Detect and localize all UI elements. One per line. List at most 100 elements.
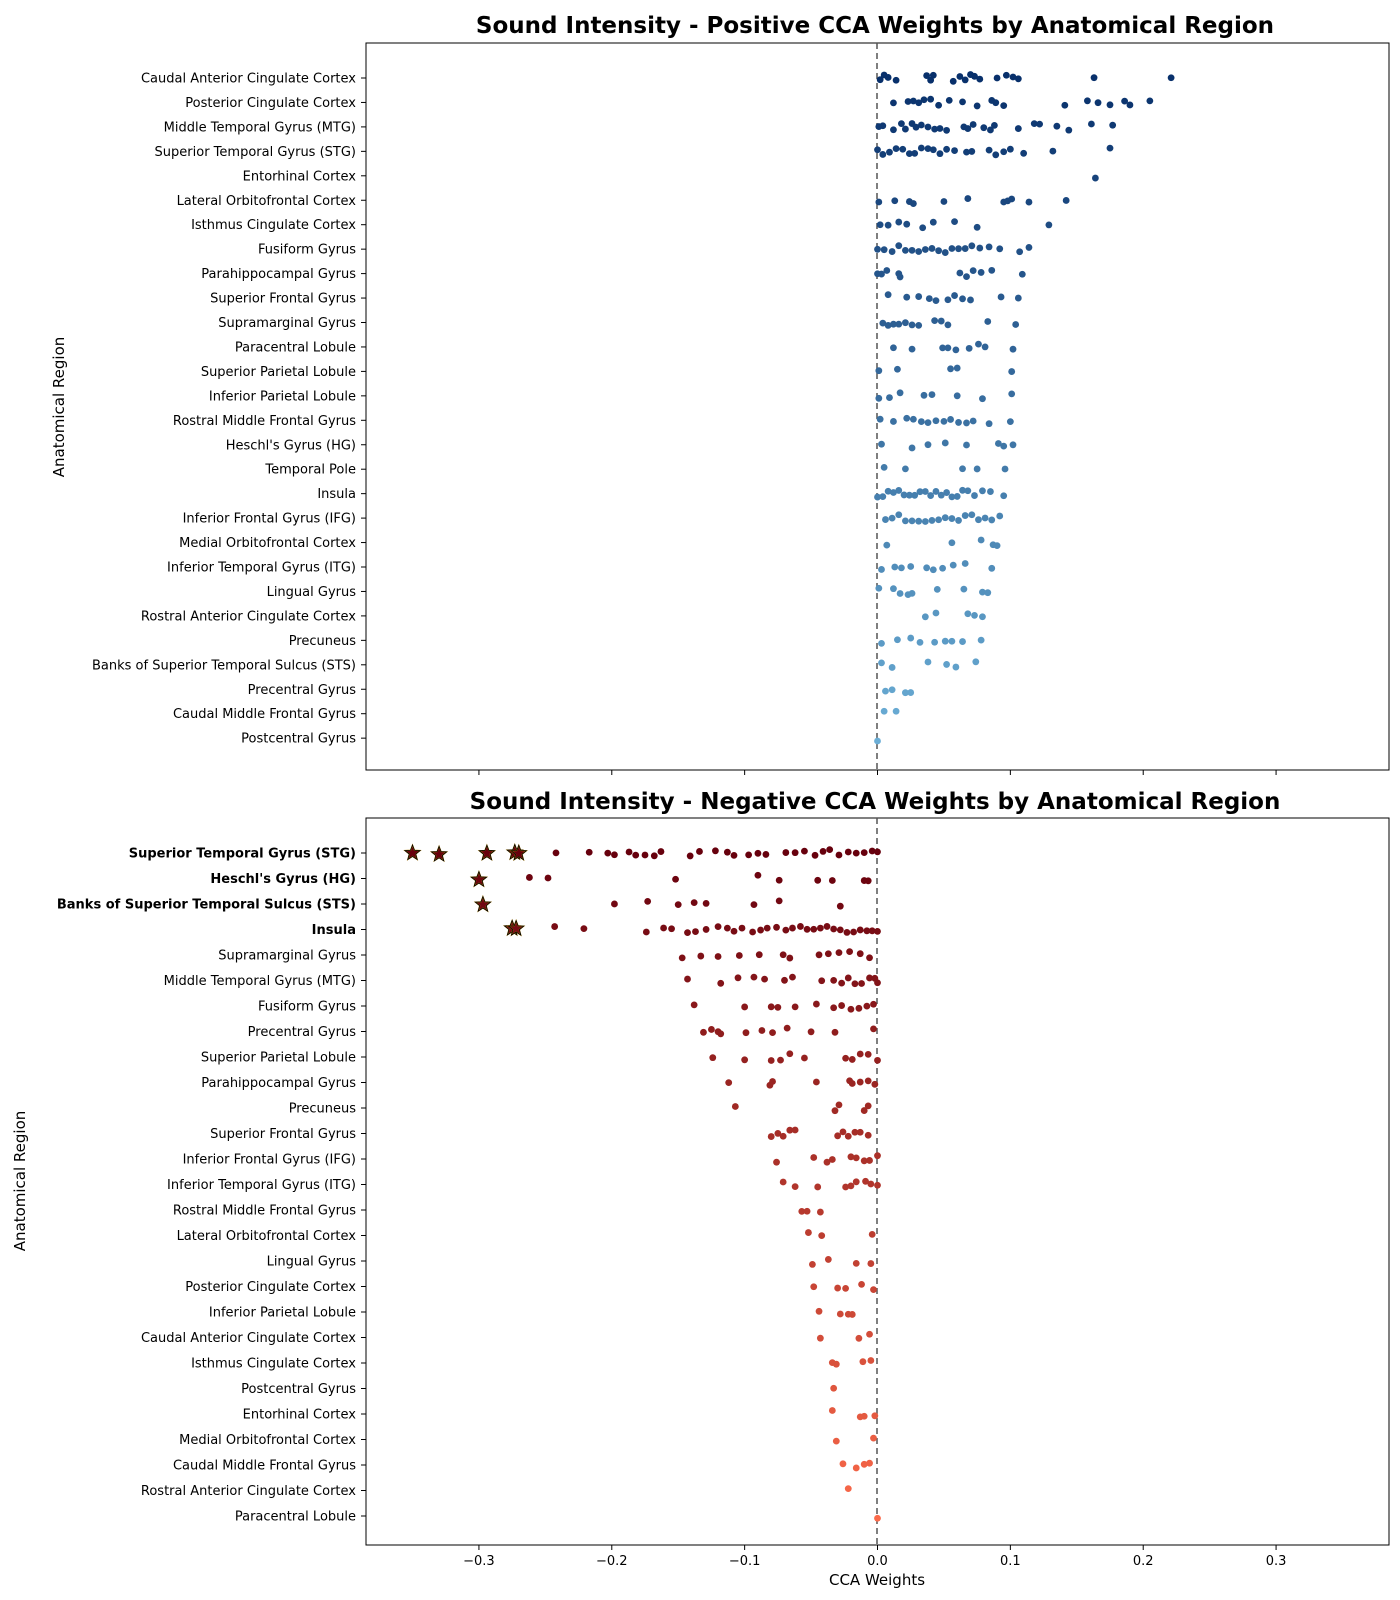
negative-point-middle-temporal-gyrus-mtg — [874, 979, 881, 987]
positive-point-superior-temporal-gyrus-stg — [917, 144, 925, 152]
positive-point-banks-of-superior-temporal-sulcus-sts — [924, 658, 932, 666]
positive-point-caudal-middle-frontal-gyrus — [892, 707, 900, 715]
negative-point-precentral-gyrus — [831, 1028, 839, 1036]
negative-region-label-fusiform-gyrus: Fusiform Gyrus — [258, 1000, 356, 1015]
negative-point-lingual-gyrus — [824, 1256, 832, 1263]
positive-region-label-precuneus: Precuneus — [289, 634, 357, 649]
negative-region-label-banks-of-superior-temporal-sulcus-sts: Banks of Superior Temporal Sulcus (STS) — [57, 898, 356, 913]
negative-point-superior-temporal-gyrus-stg — [868, 847, 876, 855]
positive-point-fusiform-gyrus — [1016, 248, 1024, 256]
positive-point-rostral-middle-frontal-gyrus — [955, 419, 962, 426]
positive-region-label-superior-parietal-lobule: Superior Parietal Lobule — [201, 365, 356, 380]
negative-point-inferior-parietal-lobule — [836, 1310, 844, 1318]
negative-region-label-superior-temporal-gyrus-stg: Superior Temporal Gyrus (STG) — [129, 847, 356, 862]
positive-point-caudal-anterior-cingulate-cortex — [993, 74, 1001, 82]
negative-point-insula — [660, 924, 667, 932]
negative-point-superior-frontal-gyrus — [856, 1128, 864, 1136]
positive-point-lateral-orbitofrontal-cortex — [891, 197, 899, 205]
negative-point-insula — [723, 924, 731, 932]
positive-point-insula — [987, 488, 994, 495]
positive-weights-panel: Sound Intensity - Positive CCA Weights b… — [50, 13, 1390, 775]
positive-point-inferior-temporal-gyrus-itg — [923, 564, 931, 572]
positive-point-inferior-frontal-gyrus-ifg — [928, 517, 936, 524]
positive-point-insula — [884, 487, 892, 495]
negative-point-heschl-s-gyrus-hg — [754, 871, 762, 879]
negative-point-fusiform-gyrus — [741, 1003, 749, 1011]
positive-point-lingual-gyrus — [984, 589, 992, 597]
positive-region-label-banks-of-superior-temporal-sulcus-sts: Banks of Superior Temporal Sulcus (STS) — [92, 658, 356, 673]
positive-point-posterior-cingulate-cortex — [1084, 97, 1091, 105]
positive-region-label-postcentral-gyrus: Postcentral Gyrus — [241, 732, 356, 747]
positive-point-inferior-parietal-lobule — [953, 392, 961, 400]
positive-point-posterior-cingulate-cortex — [1106, 101, 1114, 109]
negative-region-label-postcentral-gyrus: Postcentral Gyrus — [241, 1382, 356, 1397]
negative-point-superior-temporal-gyrus-stg — [826, 846, 834, 854]
negative-chart-title: Sound Intensity - Negative CCA Weights b… — [470, 789, 1281, 815]
negative-x-tick-label: −0.2 — [596, 1554, 628, 1569]
positive-point-fusiform-gyrus — [961, 245, 969, 252]
negative-point-entorhinal-cortex — [871, 1412, 879, 1420]
negative-point-inferior-temporal-gyrus-itg — [852, 1178, 860, 1186]
positive-point-superior-temporal-gyrus-stg — [899, 145, 907, 153]
negative-point-precentral-gyrus — [717, 1030, 725, 1038]
positive-point-caudal-anterior-cingulate-cortex — [1002, 71, 1010, 79]
positive-region-label-isthmus-cingulate-cortex: Isthmus Cingulate Cortex — [191, 218, 356, 233]
positive-point-superior-frontal-gyrus — [932, 297, 940, 305]
negative-point-supramarginal-gyrus — [755, 951, 763, 959]
positive-point-superior-frontal-gyrus — [997, 293, 1005, 301]
negative-point-banks-of-superior-temporal-sulcus-sts — [750, 901, 758, 909]
positive-point-heschl-s-gyrus-hg — [908, 444, 916, 452]
positive-point-middle-temporal-gyrus-mtg — [936, 125, 944, 132]
positive-point-inferior-parietal-lobule — [896, 389, 904, 397]
positive-point-superior-frontal-gyrus — [951, 292, 958, 299]
negative-point-banks-of-superior-temporal-sulcus-sts — [836, 902, 844, 910]
positive-point-superior-temporal-gyrus-stg — [992, 151, 1000, 159]
negative-point-precuneus — [731, 1103, 739, 1110]
positive-region-label-medial-orbitofrontal-cortex: Medial Orbitofrontal Cortex — [179, 536, 356, 551]
positive-point-fusiform-gyrus — [902, 246, 909, 254]
positive-point-superior-temporal-gyrus-stg — [936, 150, 944, 158]
positive-point-posterior-cingulate-cortex — [959, 98, 966, 106]
negative-point-banks-of-superior-temporal-sulcus-sts — [644, 898, 652, 905]
positive-point-inferior-frontal-gyrus-ifg — [955, 517, 962, 524]
negative-point-superior-temporal-gyrus-stg — [650, 852, 658, 860]
negative-region-label-heschl-s-gyrus-hg: Heschl's Gyrus (HG) — [210, 872, 356, 887]
positive-point-superior-temporal-gyrus-stg — [929, 146, 937, 154]
negative-point-postcentral-gyrus — [830, 1384, 838, 1392]
negative-point-superior-temporal-gyrus-stg — [844, 848, 852, 856]
positive-region-label-caudal-anterior-cingulate-cortex: Caudal Anterior Cingulate Cortex — [141, 72, 356, 87]
negative-point-middle-temporal-gyrus-mtg — [866, 974, 873, 982]
positive-region-label-paracentral-lobule: Paracentral Lobule — [235, 340, 356, 355]
positive-point-caudal-anterior-cingulate-cortex — [929, 71, 937, 79]
positive-point-inferior-parietal-lobule — [875, 394, 883, 402]
positive-point-rostral-middle-frontal-gyrus — [969, 417, 977, 425]
negative-region-label-inferior-frontal-gyrus-ifg: Inferior Frontal Gyrus (IFG) — [183, 1153, 356, 1168]
negative-point-inferior-temporal-gyrus-itg — [814, 1183, 822, 1191]
negative-point-heschl-s-gyrus-hg — [526, 874, 533, 881]
positive-point-precentral-gyrus — [907, 689, 915, 696]
negative-point-posterior-cingulate-cortex — [842, 1285, 850, 1292]
negative-point-superior-frontal-gyrus — [839, 1128, 847, 1136]
negative-point-superior-parietal-lobule — [786, 1050, 794, 1058]
negative-point-heschl-s-gyrus-hg — [864, 877, 872, 885]
positive-point-superior-temporal-gyrus-stg — [1049, 147, 1057, 155]
negative-region-label-inferior-parietal-lobule: Inferior Parietal Lobule — [209, 1306, 356, 1321]
negative-point-caudal-anterior-cingulate-cortex — [816, 1334, 824, 1342]
negative-point-superior-parietal-lobule — [864, 1051, 872, 1058]
negative-point-parahippocampal-gyrus — [769, 1078, 776, 1085]
negative-point-precuneus — [864, 1102, 872, 1110]
negative-point-precuneus — [835, 1101, 843, 1109]
positive-point-heschl-s-gyrus-hg — [878, 440, 885, 448]
negative-point-banks-of-superior-temporal-sulcus-sts — [674, 901, 682, 909]
positive-point-superior-temporal-gyrus-stg — [892, 145, 900, 153]
positive-point-inferior-frontal-gyrus-ifg — [902, 517, 909, 525]
positive-point-middle-temporal-gyrus-mtg — [943, 126, 950, 134]
positive-point-precentral-gyrus — [902, 689, 909, 697]
positive-point-rostral-middle-frontal-gyrus — [932, 417, 940, 425]
negative-region-label-insula: Insula — [312, 923, 356, 938]
negative-point-banks-of-superior-temporal-sulcus-sts — [702, 900, 710, 907]
negative-point-rostral-middle-frontal-gyrus — [816, 1208, 824, 1216]
negative-significant-star-outline — [510, 844, 528, 861]
positive-point-supramarginal-gyrus — [895, 320, 903, 328]
negative-point-heschl-s-gyrus-hg — [775, 876, 783, 884]
